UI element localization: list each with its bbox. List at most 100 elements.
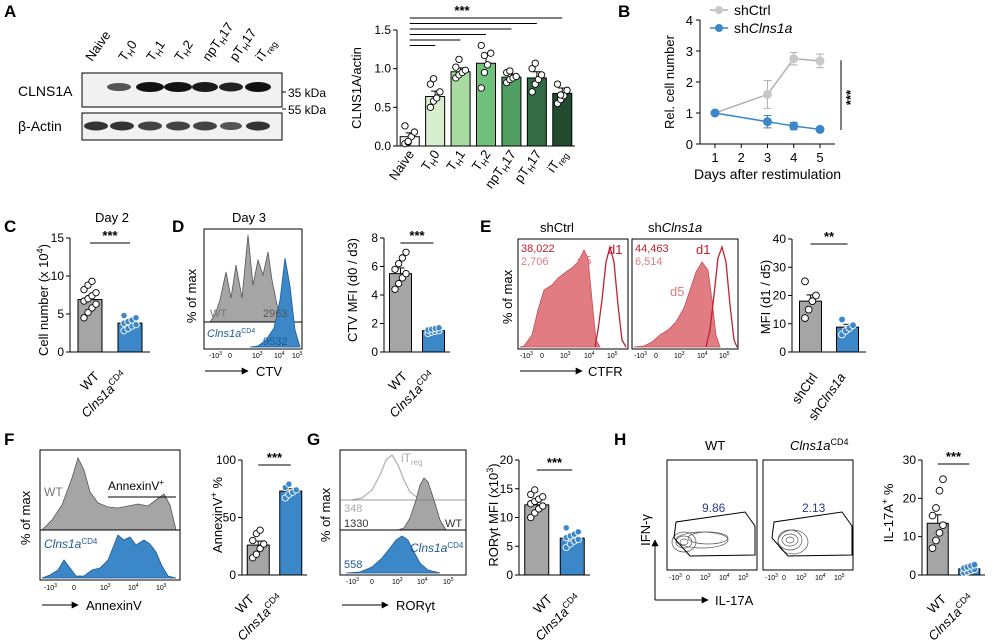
tick-label: -103 xyxy=(669,573,682,582)
data-point xyxy=(574,528,582,536)
contour xyxy=(781,533,799,547)
chart-e: 0 10 20 30 40 ** xyxy=(773,229,866,359)
data-point xyxy=(461,66,469,74)
data-point xyxy=(838,315,846,324)
tick-label: 0 xyxy=(540,353,544,360)
data-point xyxy=(928,544,937,553)
title-day3: Day 3 xyxy=(232,210,266,225)
tick-label: 104 xyxy=(128,583,139,592)
y-tick-label: 5 xyxy=(57,307,64,321)
ylabel-ifng: IFN-γ xyxy=(638,514,653,546)
y-tick-label: 0 xyxy=(229,568,236,582)
tick-label: 0 xyxy=(654,353,658,360)
significance-label: *** xyxy=(267,450,283,465)
series-line xyxy=(714,57,821,114)
histogram-d: WT 2963 Clns1aCD4 9532 xyxy=(203,228,303,350)
data-point xyxy=(252,550,261,558)
chart-h: 0 10 20 30 *** xyxy=(903,449,985,582)
gate-value: 9.86 xyxy=(702,501,726,515)
blot-band xyxy=(192,82,218,92)
data-point xyxy=(395,259,403,268)
ylabel-f-hist: % of max xyxy=(18,490,33,545)
y-axis-label: CLNS1A/actin xyxy=(349,47,364,129)
data-point xyxy=(815,56,825,66)
ylabel-h-bar: IL-17A+ % xyxy=(880,483,896,542)
ylabel-c: Cell number (x 104) xyxy=(35,244,51,356)
data-point xyxy=(285,480,293,488)
blot-band xyxy=(110,121,134,131)
significance-label: *** xyxy=(454,3,470,18)
data-point xyxy=(557,91,565,99)
data-point xyxy=(292,486,300,494)
data-point xyxy=(849,321,857,330)
data-point xyxy=(527,513,535,522)
tick-label: 0 xyxy=(228,353,232,360)
label-wt: WT xyxy=(210,308,227,320)
y-axis-label: Rel. cell number xyxy=(662,34,677,129)
contour xyxy=(675,535,693,549)
tick-label: -103 xyxy=(520,351,533,360)
x-tick-suffix: 0 xyxy=(426,147,442,162)
label-d1: d1 xyxy=(696,242,710,257)
xlabel-annexinv: AnnexinV xyxy=(86,598,142,613)
value-wt: 1330 xyxy=(344,518,368,530)
y-tick-label: 10 xyxy=(500,511,514,525)
data-point xyxy=(808,297,817,306)
y-tick-label: 30 xyxy=(773,260,787,274)
y-tick-label: 15 xyxy=(51,231,65,245)
ylabel-d-bar: CTV MFI (d0 / d3) xyxy=(345,238,360,342)
y-tick-label: 0 xyxy=(909,568,916,582)
y-tick-label: 8 xyxy=(371,231,378,245)
data-point xyxy=(537,71,546,79)
tick-label: -103 xyxy=(634,351,647,360)
label-wt: WT xyxy=(445,518,462,530)
data-point xyxy=(512,72,520,81)
value-d1: 44,463 xyxy=(635,243,669,255)
data-point xyxy=(804,305,813,314)
label-d5: d5 xyxy=(577,253,591,268)
data-point xyxy=(429,75,438,83)
data-point xyxy=(402,269,410,278)
y-tick-label: 4 xyxy=(371,288,378,302)
blot-band xyxy=(246,121,270,131)
xlabel-rorgt: RORγt xyxy=(396,598,435,613)
tick-label: 105 xyxy=(834,573,845,582)
y-tick-label: 2 xyxy=(686,75,693,90)
data-point xyxy=(426,80,435,88)
data-point xyxy=(506,67,514,75)
label-d5: d5 xyxy=(670,284,684,299)
label-ko: Clns1aCD4 xyxy=(44,537,98,551)
panel-label-f: F xyxy=(4,430,14,449)
tick-label: -103 xyxy=(209,351,222,360)
contour xyxy=(675,531,729,549)
panel-label-d: D xyxy=(172,217,184,236)
data-point xyxy=(404,137,412,146)
x-tick-label: 4 xyxy=(790,150,797,165)
lane-label: TH2 xyxy=(171,37,197,65)
histogram-frame xyxy=(517,238,629,350)
label-itreg: iTreg xyxy=(401,451,423,467)
panel-label-h: H xyxy=(614,430,626,449)
data-point xyxy=(391,265,399,273)
data-point xyxy=(939,475,947,484)
title-ko: Clns1aCD4 xyxy=(790,437,848,453)
y-tick-label: 0 xyxy=(779,345,786,359)
histogram-wt xyxy=(209,234,285,323)
x-tick-label: 2 xyxy=(738,150,745,165)
x-tick-label: 1 xyxy=(711,150,718,165)
contour xyxy=(679,538,689,546)
value-d5: 2,706 xyxy=(521,256,549,268)
y-tick-label: 100 xyxy=(216,453,236,467)
tick-label: 0 xyxy=(370,579,374,586)
y-tick-label: 1.0 xyxy=(374,62,391,76)
data-point xyxy=(391,285,399,293)
tick-label: 103 xyxy=(252,351,263,360)
blot-band xyxy=(220,122,242,130)
y-tick-label: 10 xyxy=(903,530,917,544)
y-tick-label: 3 xyxy=(686,44,693,59)
data-point xyxy=(477,41,485,50)
y-tick-label: 1 xyxy=(686,106,693,121)
data-point xyxy=(539,493,547,501)
histogram-frame xyxy=(339,449,467,576)
